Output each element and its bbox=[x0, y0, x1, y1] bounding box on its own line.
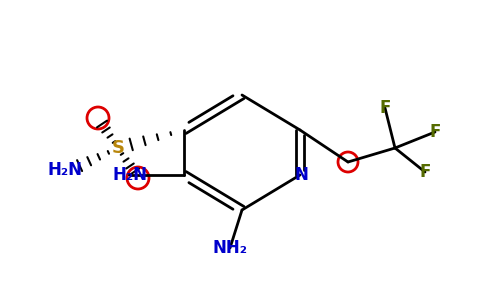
Text: H₂N: H₂N bbox=[47, 161, 82, 179]
Text: N: N bbox=[294, 166, 308, 184]
Text: H₂N: H₂N bbox=[112, 166, 148, 184]
Text: NH₂: NH₂ bbox=[212, 239, 247, 257]
Text: F: F bbox=[419, 163, 431, 181]
Text: F: F bbox=[379, 99, 391, 117]
Text: S: S bbox=[111, 139, 124, 157]
Text: F: F bbox=[429, 123, 441, 141]
